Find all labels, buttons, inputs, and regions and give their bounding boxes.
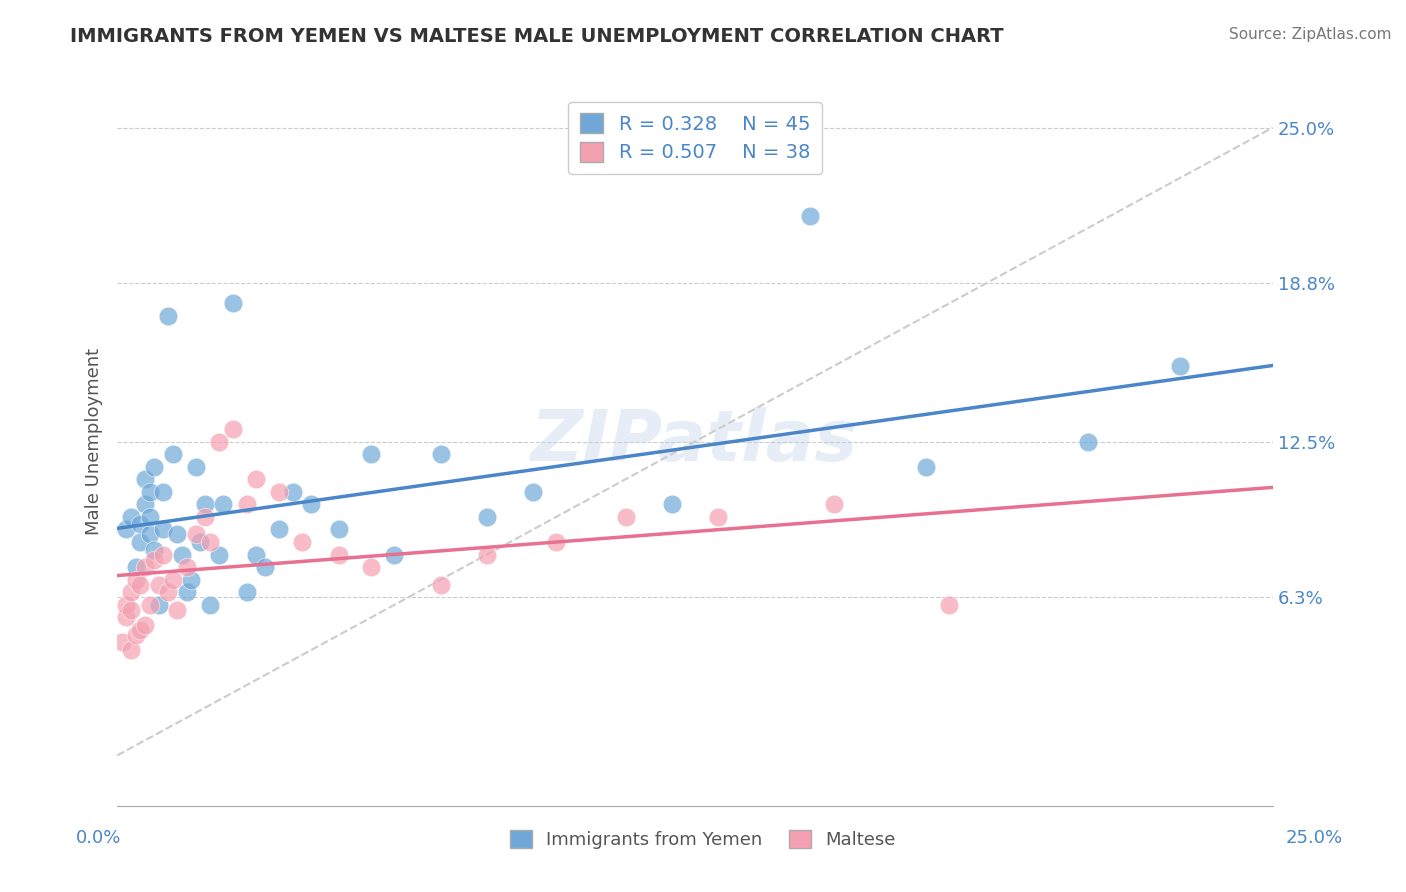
Point bbox=[245, 548, 267, 562]
Point bbox=[120, 509, 142, 524]
Point bbox=[170, 548, 193, 562]
Point bbox=[115, 610, 138, 624]
Point bbox=[129, 517, 152, 532]
Point bbox=[138, 509, 160, 524]
Point bbox=[138, 598, 160, 612]
Point bbox=[235, 585, 257, 599]
Point bbox=[254, 560, 277, 574]
Point bbox=[522, 484, 544, 499]
Point bbox=[138, 484, 160, 499]
Point bbox=[152, 548, 174, 562]
Point bbox=[176, 560, 198, 574]
Point bbox=[194, 509, 217, 524]
Point bbox=[222, 296, 245, 310]
Point bbox=[184, 527, 207, 541]
Point bbox=[120, 603, 142, 617]
Point bbox=[915, 459, 938, 474]
Text: 0.0%: 0.0% bbox=[76, 829, 121, 847]
Point bbox=[138, 527, 160, 541]
Point bbox=[152, 523, 174, 537]
Point bbox=[115, 523, 138, 537]
Point bbox=[134, 472, 156, 486]
Point bbox=[115, 598, 138, 612]
Point bbox=[134, 617, 156, 632]
Point bbox=[661, 497, 683, 511]
Text: Source: ZipAtlas.com: Source: ZipAtlas.com bbox=[1229, 27, 1392, 42]
Point bbox=[212, 497, 235, 511]
Point bbox=[194, 497, 217, 511]
Point bbox=[120, 643, 142, 657]
Point bbox=[614, 509, 637, 524]
Point bbox=[124, 573, 146, 587]
Y-axis label: Male Unemployment: Male Unemployment bbox=[86, 348, 103, 535]
Point bbox=[475, 509, 498, 524]
Point bbox=[328, 523, 350, 537]
Point bbox=[129, 623, 152, 637]
Point bbox=[208, 434, 231, 449]
Point bbox=[148, 577, 170, 591]
Point bbox=[546, 535, 568, 549]
Point bbox=[429, 447, 451, 461]
Point bbox=[429, 577, 451, 591]
Point bbox=[124, 628, 146, 642]
Point bbox=[129, 535, 152, 549]
Text: IMMIGRANTS FROM YEMEN VS MALTESE MALE UNEMPLOYMENT CORRELATION CHART: IMMIGRANTS FROM YEMEN VS MALTESE MALE UN… bbox=[70, 27, 1004, 45]
Point bbox=[184, 459, 207, 474]
Point bbox=[190, 535, 212, 549]
Point bbox=[208, 548, 231, 562]
Point bbox=[180, 573, 202, 587]
Point bbox=[291, 535, 314, 549]
Point bbox=[360, 560, 382, 574]
Legend: Immigrants from Yemen, Maltese: Immigrants from Yemen, Maltese bbox=[503, 822, 903, 856]
Point bbox=[143, 459, 166, 474]
Point bbox=[134, 497, 156, 511]
Point bbox=[1077, 434, 1099, 449]
Point bbox=[823, 497, 845, 511]
Point bbox=[799, 209, 821, 223]
Point bbox=[1168, 359, 1191, 374]
Point bbox=[124, 560, 146, 574]
Text: ZIPatlas: ZIPatlas bbox=[531, 407, 859, 476]
Point bbox=[475, 548, 498, 562]
Point bbox=[152, 484, 174, 499]
Point bbox=[162, 573, 184, 587]
Point bbox=[222, 422, 245, 436]
Point bbox=[143, 542, 166, 557]
Point bbox=[129, 577, 152, 591]
Point bbox=[245, 472, 267, 486]
Point bbox=[120, 585, 142, 599]
Point bbox=[148, 598, 170, 612]
Point bbox=[143, 552, 166, 566]
Point bbox=[328, 548, 350, 562]
Point bbox=[157, 585, 180, 599]
Point bbox=[267, 523, 290, 537]
Legend: R = 0.328    N = 45, R = 0.507    N = 38: R = 0.328 N = 45, R = 0.507 N = 38 bbox=[568, 102, 821, 174]
Point bbox=[157, 309, 180, 323]
Point bbox=[384, 548, 406, 562]
Text: 25.0%: 25.0% bbox=[1286, 829, 1343, 847]
Point bbox=[111, 635, 134, 649]
Point bbox=[267, 484, 290, 499]
Point bbox=[360, 447, 382, 461]
Point bbox=[235, 497, 257, 511]
Point bbox=[176, 585, 198, 599]
Point bbox=[198, 535, 221, 549]
Point bbox=[166, 603, 188, 617]
Point bbox=[938, 598, 960, 612]
Point bbox=[707, 509, 730, 524]
Point bbox=[198, 598, 221, 612]
Point bbox=[299, 497, 322, 511]
Point bbox=[166, 527, 188, 541]
Point bbox=[162, 447, 184, 461]
Point bbox=[281, 484, 304, 499]
Point bbox=[134, 560, 156, 574]
